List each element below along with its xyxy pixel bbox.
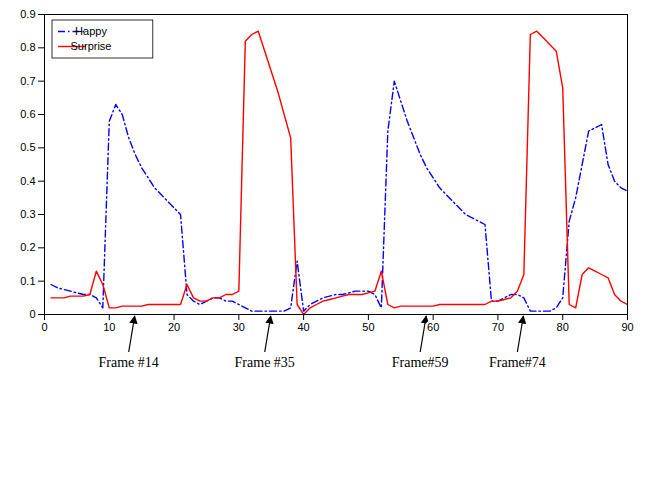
svg-text:0: 0: [29, 308, 35, 320]
svg-text:10: 10: [103, 321, 115, 333]
svg-text:0.9: 0.9: [20, 8, 35, 20]
svg-text:0.4: 0.4: [20, 175, 35, 187]
svg-text:0.1: 0.1: [20, 275, 35, 287]
svg-text:Surprise: Surprise: [71, 40, 112, 52]
svg-text:0: 0: [41, 321, 47, 333]
svg-text:50: 50: [362, 321, 374, 333]
svg-text:30: 30: [233, 321, 245, 333]
svg-text:90: 90: [621, 321, 633, 333]
svg-text:0.3: 0.3: [20, 208, 35, 220]
svg-text:80: 80: [557, 321, 569, 333]
svg-text:0.2: 0.2: [20, 241, 35, 253]
svg-text:0.6: 0.6: [20, 108, 35, 120]
svg-text:40: 40: [297, 321, 309, 333]
svg-text:Frame#59: Frame#59: [392, 355, 449, 370]
svg-text:Frame #14: Frame #14: [99, 355, 159, 370]
svg-text:Frame #35: Frame #35: [235, 355, 295, 370]
svg-text:70: 70: [492, 321, 504, 333]
svg-text:60: 60: [427, 321, 439, 333]
svg-text:0.8: 0.8: [20, 41, 35, 53]
svg-text:0.5: 0.5: [20, 141, 35, 153]
svg-text:Happy: Happy: [75, 25, 107, 37]
svg-text:Frame#74: Frame#74: [489, 355, 546, 370]
svg-text:0.7: 0.7: [20, 75, 35, 87]
svg-text:20: 20: [168, 321, 180, 333]
